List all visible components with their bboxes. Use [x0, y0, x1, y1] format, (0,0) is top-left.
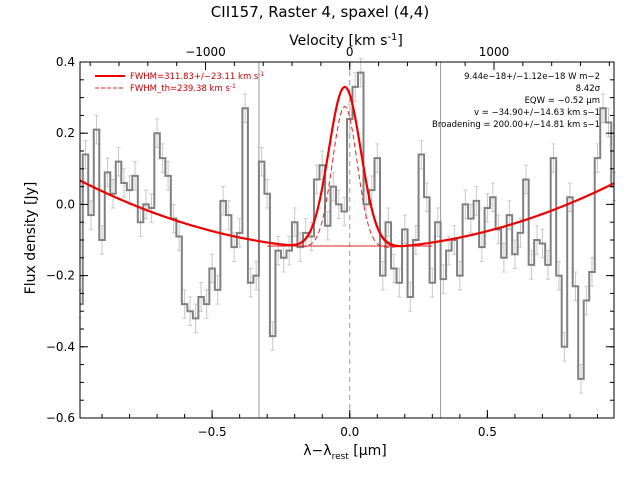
y-tick-label: −0.2 [46, 269, 75, 283]
data-series [80, 71, 614, 380]
x-axis-label: λ−λrest [μm] [303, 443, 387, 462]
annotation-broadening: Broadening = 200.00+/−14.81 km s−1 [432, 120, 600, 130]
annotation-eqw: EQW = −0.52 μm [525, 96, 600, 106]
legend: FWHM=311.83+/−23.11 km s-1 FWHM_th=239.3… [95, 71, 265, 94]
x-tick-label: 0.0 [340, 425, 359, 439]
fit-annotations: 9.44e−18+/−1.12e−18 W m−2 8.42σ EQW = −0… [432, 72, 601, 130]
x-tick-label: 0.5 [478, 425, 497, 439]
legend-entry-fwhm: FWHM=311.83+/−23.11 km s-1 [130, 71, 265, 82]
annotation-velocity: v = −34.90+/−14.63 km s−1 [474, 108, 600, 118]
annotation-flux: 9.44e−18+/−1.12e−18 W m−2 [464, 72, 600, 82]
fit-curves [79, 85, 615, 248]
x-tick-label: −0.5 [198, 425, 227, 439]
y-tick-label: −0.4 [46, 340, 75, 354]
data-step-line [80, 71, 614, 380]
y-tick-label: 0.2 [56, 126, 75, 140]
y-axis-label: Flux density [Jy] [23, 182, 39, 295]
top-tick-label: 1000 [479, 45, 510, 59]
y-tick-label: 0.0 [56, 197, 75, 211]
top-tick-label: −1000 [185, 45, 226, 59]
y-tick-label: −0.6 [46, 411, 75, 425]
axes: −0.6 −0.4 −0.2 0.0 0.2 0.4 −0.5 0.0 0.5 −1000 0 100… [46, 45, 615, 439]
top-tick-label: 0 [346, 45, 354, 59]
chart-title: CII157, Raster 4, spaxel (4,4) [211, 3, 429, 21]
fit-total-curve [79, 85, 615, 248]
legend-entry-fwhm-th: FWHM_th=239.38 km s-1 [130, 83, 236, 94]
y-tick-label: 0.4 [56, 55, 75, 69]
top-axis-label: Velocity [km s-1] [289, 32, 403, 49]
annotation-significance: 8.42σ [576, 84, 601, 94]
